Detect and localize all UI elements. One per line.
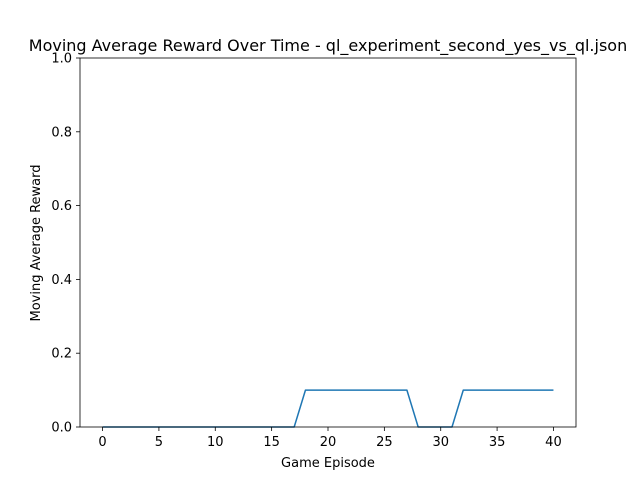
- y-tick-label: 0.2: [51, 347, 72, 362]
- y-tick-label: 1.0: [51, 52, 72, 67]
- x-tick-label: 0: [98, 435, 106, 450]
- chart-title: Moving Average Reward Over Time - ql_exp…: [29, 36, 627, 56]
- y-axis-label: Moving Average Reward: [29, 164, 44, 321]
- x-tick-label: 35: [489, 435, 506, 450]
- y-tick-label: 0.6: [51, 199, 72, 214]
- x-tick-label: 5: [155, 435, 163, 450]
- x-tick-label: 40: [545, 435, 562, 450]
- x-tick-label: 15: [263, 435, 280, 450]
- axes-frame: [79, 57, 577, 428]
- x-axis-label: Game Episode: [281, 456, 375, 471]
- y-tick-label: 0.8: [51, 125, 72, 140]
- x-tick-label: 30: [432, 435, 449, 450]
- x-tick-label: 25: [376, 435, 393, 450]
- series-line-0: [102, 389, 554, 428]
- y-tick-label: 0.4: [51, 273, 72, 288]
- plot-area: 0 5 10 15 20 25 30 35 40 0.0 0.2 0.4 0.6 0.8 1.0: [51, 52, 577, 450]
- y-tick-label: 0.0: [51, 421, 72, 436]
- x-tick-label: 20: [320, 435, 337, 450]
- x-tick-label: 10: [207, 435, 224, 450]
